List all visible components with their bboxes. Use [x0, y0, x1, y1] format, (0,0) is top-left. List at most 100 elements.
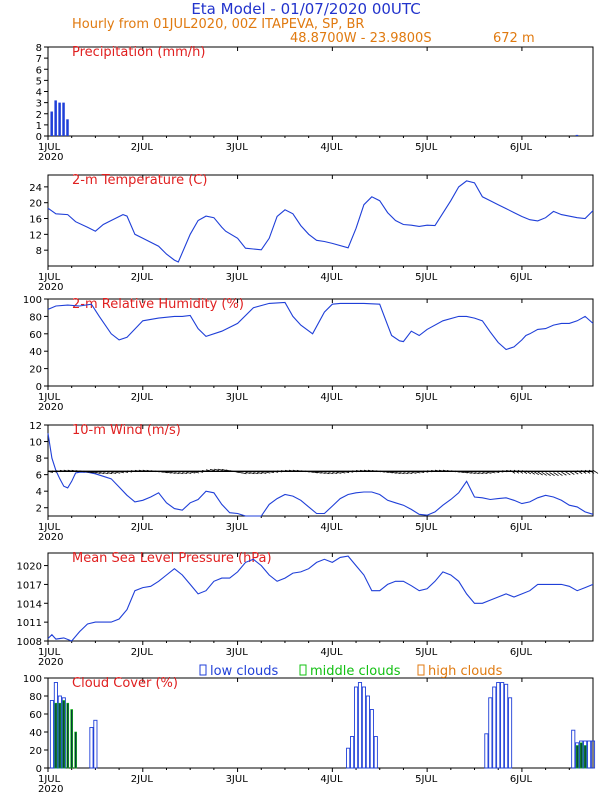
x-day-label: 3JUL — [226, 522, 249, 533]
wind-arrow — [95, 471, 101, 474]
chart-title: Eta Model - 01/07/2020 00UTC — [191, 0, 420, 18]
wind-arrow — [166, 471, 172, 474]
mslp-series-line — [47, 555, 594, 642]
wind-arrow — [561, 471, 567, 476]
wind-arrow — [340, 471, 346, 474]
y-tick-label: 8 — [36, 43, 42, 54]
y-tick-label: 2 — [36, 110, 42, 121]
low-cloud-bar — [504, 683, 509, 769]
y-tick-label: 0 — [36, 132, 42, 143]
wind-arrow — [91, 471, 97, 474]
y-tick-label: 24 — [29, 183, 42, 194]
wind-arrow — [320, 471, 326, 474]
panel-frame — [47, 298, 594, 387]
wind-arrow — [178, 472, 184, 475]
y-tick-label: 4 — [36, 88, 42, 99]
y-tick-label: 7 — [36, 54, 42, 65]
wind-arrow — [470, 472, 476, 474]
wind-arrow — [194, 471, 200, 474]
legend-label: high clouds — [428, 664, 503, 679]
panel-title: Precipitation (mm/h) — [72, 45, 205, 60]
wind-arrow — [324, 472, 330, 475]
panel-title: 2-m Temperature (C) — [72, 173, 207, 188]
legend-swatch — [199, 664, 207, 676]
panel-title: 10-m Wind (m/s) — [72, 423, 181, 438]
x-day-label: 5JUL — [415, 272, 438, 283]
precip-bar — [66, 119, 69, 136]
low-cloud-bar — [353, 686, 359, 769]
panel-wind: 2 4 6 8 10 12 1JUL 2JUL 3JUL 4JUL 5JUL 6JUL 2020 10-m… — [29, 421, 599, 543]
x-day-label: 6JUL — [510, 272, 533, 283]
wind-arrow — [217, 468, 223, 471]
precip-bar — [50, 111, 53, 136]
wind-arrow — [241, 472, 247, 475]
wind-arrow — [265, 471, 271, 474]
y-tick-label: 12 — [29, 230, 42, 241]
low-cloud-bar — [373, 736, 378, 769]
wind-arrow — [336, 471, 342, 474]
x-day-label: 1JUL — [38, 272, 61, 283]
wind-series-line — [47, 433, 594, 517]
y-tick-label: 8 — [36, 454, 42, 465]
wind-arrow — [399, 472, 405, 475]
y-tick-label: 1008 — [17, 637, 42, 648]
x-day-label: 2JUL — [131, 392, 154, 403]
x-day-label: 5JUL — [415, 647, 438, 658]
x-year-label: 2020 — [38, 532, 63, 543]
low-cloud-bar — [496, 682, 501, 769]
wind-arrow — [541, 471, 547, 476]
wind-arrow — [332, 472, 338, 475]
x-day-label: 6JUL — [510, 142, 533, 153]
y-tick-label: 0 — [36, 764, 42, 775]
x-day-label: 2JUL — [131, 272, 154, 283]
wind-arrow — [565, 471, 571, 476]
panel-title: 2-m Relative Humidity (%) — [72, 297, 244, 312]
wind-arrow — [249, 472, 255, 475]
y-tick-label: 20 — [29, 199, 42, 210]
high-cloud-bar — [575, 745, 579, 769]
wind-arrow — [478, 472, 484, 475]
wind-arrow — [209, 468, 216, 471]
panel-clouds: 0 20 40 60 80 100 1JUL 2JUL 3JUL 4JUL 5JUL 6JUL 2020… — [23, 664, 596, 792]
y-tick-label: 1017 — [17, 580, 42, 591]
wind-arrow — [186, 471, 192, 474]
wind-arrow — [482, 471, 488, 474]
wind-arrow — [391, 471, 397, 474]
x-year-label: 2020 — [38, 282, 63, 293]
low-cloud-bar — [361, 686, 366, 769]
x-day-label: 1JUL — [38, 142, 61, 153]
low-cloud-bar — [346, 747, 351, 769]
x-day-label: 5JUL — [415, 522, 438, 533]
high-cloud-bar — [583, 745, 587, 769]
wind-arrow — [407, 471, 413, 474]
low-cloud-bar — [492, 686, 497, 769]
wind-arrow — [545, 472, 551, 476]
x-day-label: 4JUL — [320, 392, 343, 403]
x-day-label: 1JUL — [38, 522, 61, 533]
low-cloud-bar — [93, 719, 98, 769]
low-cloud-bar — [488, 697, 493, 769]
y-tick-label: 20 — [29, 365, 42, 376]
wind-arrow — [221, 469, 227, 472]
y-tick-label: 1011 — [17, 618, 42, 629]
y-tick-label: 3 — [36, 99, 42, 110]
y-tick-label: 1 — [36, 121, 42, 132]
wind-arrow — [257, 472, 263, 475]
chart-subtitle: Hourly from 01JUL2020, 00Z ITAPEVA, SP, … — [72, 17, 364, 32]
y-tick-label: 20 — [29, 746, 42, 757]
wind-arrow — [103, 472, 109, 475]
panel-frame — [47, 552, 594, 642]
wind-arrow — [170, 471, 176, 474]
x-day-label: 2JUL — [131, 774, 154, 785]
legend-label: middle clouds — [310, 664, 401, 679]
x-day-label: 3JUL — [226, 392, 249, 403]
wind-arrow — [174, 472, 180, 475]
panel-frame — [47, 677, 594, 769]
y-tick-label: 8 — [36, 246, 42, 257]
wind-arrow — [316, 471, 322, 474]
precip-bar — [58, 102, 61, 136]
low-cloud-bar — [357, 682, 363, 769]
wind-arrow — [328, 472, 334, 475]
station-elevation: 672 m — [493, 31, 535, 46]
